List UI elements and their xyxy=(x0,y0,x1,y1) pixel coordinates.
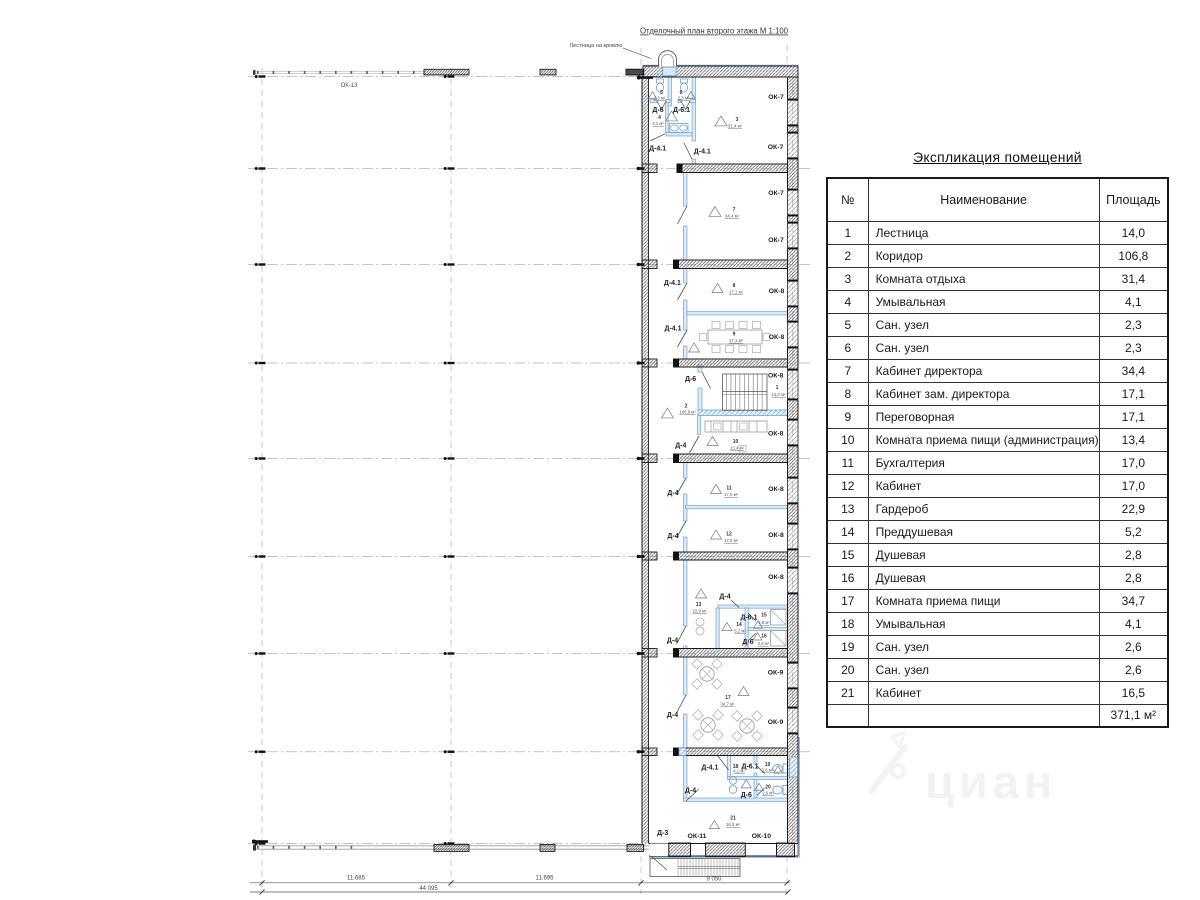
svg-text:циан: циан xyxy=(925,755,1057,808)
svg-text:12: 12 xyxy=(726,532,732,538)
svg-text:2,3 м²: 2,3 м² xyxy=(678,96,690,101)
svg-text:Д-4: Д-4 xyxy=(685,788,696,795)
svg-text:Д-4.1: Д-4.1 xyxy=(664,280,681,287)
svg-text:ОК-7: ОК-7 xyxy=(768,237,784,244)
svg-text:5: 5 xyxy=(660,90,663,96)
svg-text:17,1 м²: 17,1 м² xyxy=(729,338,744,343)
svg-text:Д-6: Д-6 xyxy=(685,376,696,383)
svg-text:ОК-8: ОК-8 xyxy=(768,430,784,437)
svg-text:14,0 м²: 14,0 м² xyxy=(772,392,787,397)
svg-text:ОК-8: ОК-8 xyxy=(768,532,784,539)
svg-text:11.685: 11.685 xyxy=(347,876,366,882)
svg-text:11: 11 xyxy=(726,486,732,492)
svg-text:2,6 м²: 2,6 м² xyxy=(762,791,774,796)
svg-text:Д-4.1: Д-4.1 xyxy=(694,149,711,156)
svg-text:Д-6.1: Д-6.1 xyxy=(673,107,690,114)
svg-text:15: 15 xyxy=(761,613,767,619)
svg-text:9 050: 9 050 xyxy=(706,877,722,883)
svg-text:2: 2 xyxy=(685,404,688,410)
svg-text:Д-4.1: Д-4.1 xyxy=(701,764,718,771)
svg-text:ОК-10: ОК-10 xyxy=(752,833,771,840)
svg-text:34,4 м²: 34,4 м² xyxy=(725,214,740,219)
svg-text:ОК-8: ОК-8 xyxy=(768,486,784,493)
svg-text:ОК-7: ОК-7 xyxy=(768,94,784,101)
svg-text:14: 14 xyxy=(736,622,742,628)
svg-text:Д-4: Д-4 xyxy=(667,712,678,719)
svg-text:13: 13 xyxy=(696,602,702,608)
svg-text:21: 21 xyxy=(730,816,736,822)
svg-text:8: 8 xyxy=(733,283,736,289)
svg-text:106,8 м²: 106,8 м² xyxy=(679,410,696,415)
svg-text:17,0 м²: 17,0 м² xyxy=(724,492,739,497)
svg-text:13,4 м²: 13,4 м² xyxy=(730,446,745,451)
svg-text:Д-6.1: Д-6.1 xyxy=(741,763,758,770)
svg-text:4,1 м²: 4,1 м² xyxy=(733,769,745,774)
svg-text:11.695: 11.695 xyxy=(536,876,555,882)
svg-text:ОК-8: ОК-8 xyxy=(769,288,785,295)
svg-text:ОК-9: ОК-9 xyxy=(768,719,784,726)
svg-text:Д-6: Д-6 xyxy=(741,792,752,799)
svg-text:Д-4: Д-4 xyxy=(667,533,678,540)
svg-text:5,2 м²: 5,2 м² xyxy=(734,629,746,634)
svg-text:ОК-13: ОК-13 xyxy=(341,83,358,89)
svg-text:Д-4: Д-4 xyxy=(719,594,730,601)
svg-text:2,6 м²: 2,6 м² xyxy=(762,768,774,773)
svg-text:3: 3 xyxy=(736,117,739,123)
svg-text:22,9 м²: 22,9 м² xyxy=(693,609,708,614)
svg-text:44 095: 44 095 xyxy=(419,886,438,892)
svg-text:Д-3: Д-3 xyxy=(657,830,668,837)
svg-text:31,4 м²: 31,4 м² xyxy=(728,124,743,129)
svg-text:7: 7 xyxy=(733,207,736,213)
svg-text:20: 20 xyxy=(765,785,771,791)
svg-text:ОК-8: ОК-8 xyxy=(769,334,785,341)
svg-text:Д-4.1: Д-4.1 xyxy=(664,326,681,333)
svg-text:1: 1 xyxy=(776,385,779,391)
svg-text:ОК-11: ОК-11 xyxy=(688,833,707,840)
svg-text:ОК-8: ОК-8 xyxy=(768,574,784,581)
svg-text:19: 19 xyxy=(765,762,771,768)
svg-text:Отделочный план второго этажа: Отделочный план второго этажа М 1:100 xyxy=(640,27,789,36)
svg-text:10: 10 xyxy=(733,439,739,445)
svg-text:17: 17 xyxy=(725,695,731,701)
svg-text:16,5 м²: 16,5 м² xyxy=(726,822,741,827)
svg-text:17,0 м²: 17,0 м² xyxy=(724,538,739,543)
svg-text:18: 18 xyxy=(733,764,739,770)
svg-text:Д-6: Д-6 xyxy=(652,107,663,114)
svg-text:2,3 м²: 2,3 м² xyxy=(654,96,666,101)
svg-text:ОК-9: ОК-9 xyxy=(768,670,784,677)
svg-text:9: 9 xyxy=(733,332,736,338)
svg-text:16: 16 xyxy=(761,634,767,640)
svg-text:4: 4 xyxy=(658,115,661,121)
svg-text:2,8 м²: 2,8 м² xyxy=(758,641,770,646)
svg-text:17,1 м²: 17,1 м² xyxy=(729,290,744,295)
svg-text:Д-6.1: Д-6.1 xyxy=(740,615,757,622)
svg-text:Лестница на кровлю: Лестница на кровлю xyxy=(570,43,623,49)
svg-text:ОК-8: ОК-8 xyxy=(768,372,784,379)
svg-text:Д-4: Д-4 xyxy=(667,638,678,645)
svg-text:Д-4: Д-4 xyxy=(667,490,678,497)
svg-text:Д-6: Д-6 xyxy=(742,639,753,646)
svg-text:ОК-7: ОК-7 xyxy=(768,144,784,151)
svg-text:Д-4: Д-4 xyxy=(675,442,686,449)
svg-text:2,8 м²: 2,8 м² xyxy=(758,620,770,625)
svg-text:4,1 м²: 4,1 м² xyxy=(652,121,664,126)
svg-text:6: 6 xyxy=(680,90,683,96)
svg-text:ОК-7: ОК-7 xyxy=(768,190,784,197)
svg-text:Д-4.1: Д-4.1 xyxy=(649,146,666,153)
svg-text:34,7 м²: 34,7 м² xyxy=(721,702,736,707)
